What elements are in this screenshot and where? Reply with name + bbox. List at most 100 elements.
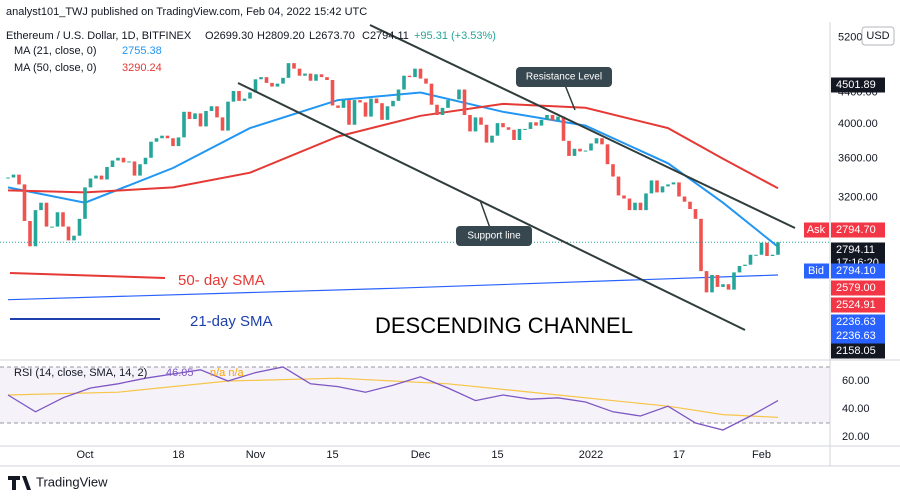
- candle: [303, 73, 307, 76]
- candle: [611, 164, 615, 177]
- candle: [770, 254, 775, 256]
- currency-label[interactable]: USD: [866, 30, 889, 42]
- candle: [171, 138, 175, 147]
- candle: [198, 113, 203, 127]
- brand: TradingView: [36, 474, 108, 489]
- candle: [715, 274, 720, 287]
- callout-pointer: [479, 199, 491, 229]
- candle: [534, 122, 538, 126]
- candle: [671, 182, 676, 185]
- candle: [281, 77, 285, 84]
- price-tag-label: Bid: [808, 265, 824, 277]
- candle: [451, 99, 456, 101]
- candle: [594, 138, 599, 144]
- candle: [402, 75, 406, 90]
- rsi-na: n/a n/a: [210, 367, 245, 379]
- candle: [506, 127, 511, 130]
- candle: [380, 103, 384, 120]
- candle: [385, 106, 390, 120]
- x-tick-label: Nov: [246, 449, 266, 461]
- x-tick-label: 15: [326, 449, 338, 461]
- legend-value: 3290.24: [122, 62, 162, 74]
- currency-button[interactable]: [861, 26, 895, 46]
- candle: [765, 242, 769, 256]
- candle: [132, 161, 137, 176]
- candle: [193, 113, 197, 120]
- candle: [589, 143, 593, 151]
- candle: [627, 198, 632, 211]
- price-tag: [831, 314, 885, 330]
- resistance-line: [369, 24, 796, 229]
- candle: [528, 122, 533, 129]
- candle: [600, 138, 604, 145]
- candle: [523, 128, 527, 130]
- candle: [226, 101, 230, 131]
- price-tag: [831, 263, 885, 279]
- candle: [369, 98, 373, 117]
- candle: [248, 92, 252, 99]
- candle: [242, 98, 247, 101]
- candle: [605, 144, 610, 165]
- candle: [561, 116, 566, 141]
- y-tick-label: 3600.00: [838, 153, 878, 165]
- candle: [292, 63, 296, 69]
- logo: [8, 476, 31, 490]
- candle: [220, 117, 225, 131]
- callout-box: [516, 67, 612, 87]
- candle: [55, 212, 60, 227]
- x-tick-label: 17: [673, 449, 685, 461]
- price-tag: [831, 280, 885, 296]
- candle: [616, 176, 621, 196]
- publisher: analyst101_TWJ published on TradingView.…: [6, 6, 367, 18]
- candle: [325, 77, 329, 81]
- candle: [501, 123, 505, 128]
- candle: [743, 264, 747, 266]
- line: [7, 377, 779, 418]
- line: [7, 366, 779, 431]
- price-tag-label-box: [804, 222, 829, 238]
- x-tick-label: Dec: [411, 449, 431, 461]
- candle: [154, 138, 159, 142]
- candle: [72, 235, 76, 241]
- candle: [83, 187, 87, 219]
- candle: [264, 77, 269, 83]
- y-tick-label: 20.00: [842, 431, 870, 443]
- candle: [209, 106, 214, 112]
- candle: [710, 274, 714, 293]
- candle: [726, 284, 731, 290]
- price-tag-text: 2236.63: [836, 316, 876, 328]
- candle: [336, 105, 340, 108]
- callout-text: Support line: [467, 231, 521, 242]
- candle: [352, 100, 357, 125]
- candle: [457, 89, 461, 100]
- candle: [204, 111, 208, 127]
- price-tag-text: 2794.10: [836, 265, 876, 277]
- candle: [270, 82, 274, 87]
- x-tick-label: Feb: [752, 449, 771, 461]
- candle: [479, 117, 483, 125]
- candle: [215, 106, 219, 118]
- candle: [721, 284, 725, 287]
- support-line: [237, 82, 746, 331]
- price-tag-text: 2236.63: [836, 330, 876, 342]
- candle: [88, 178, 93, 188]
- candle: [666, 184, 670, 187]
- candle: [237, 91, 241, 101]
- candle: [424, 78, 428, 84]
- candle: [638, 202, 643, 211]
- candle: [468, 114, 472, 132]
- legend-value: 2755.38: [122, 45, 162, 57]
- x-tick-label: 18: [172, 449, 184, 461]
- candle: [435, 104, 439, 115]
- ohlc-change: +95.31 (+3.53%): [414, 30, 496, 42]
- candle: [39, 202, 43, 211]
- candle: [704, 271, 709, 293]
- candle: [578, 148, 582, 152]
- candle: [462, 89, 467, 115]
- candle: [550, 114, 555, 121]
- candle: [110, 160, 115, 168]
- candle: [754, 254, 758, 256]
- rsi-value: 46.05: [166, 367, 194, 379]
- candle: [341, 100, 346, 108]
